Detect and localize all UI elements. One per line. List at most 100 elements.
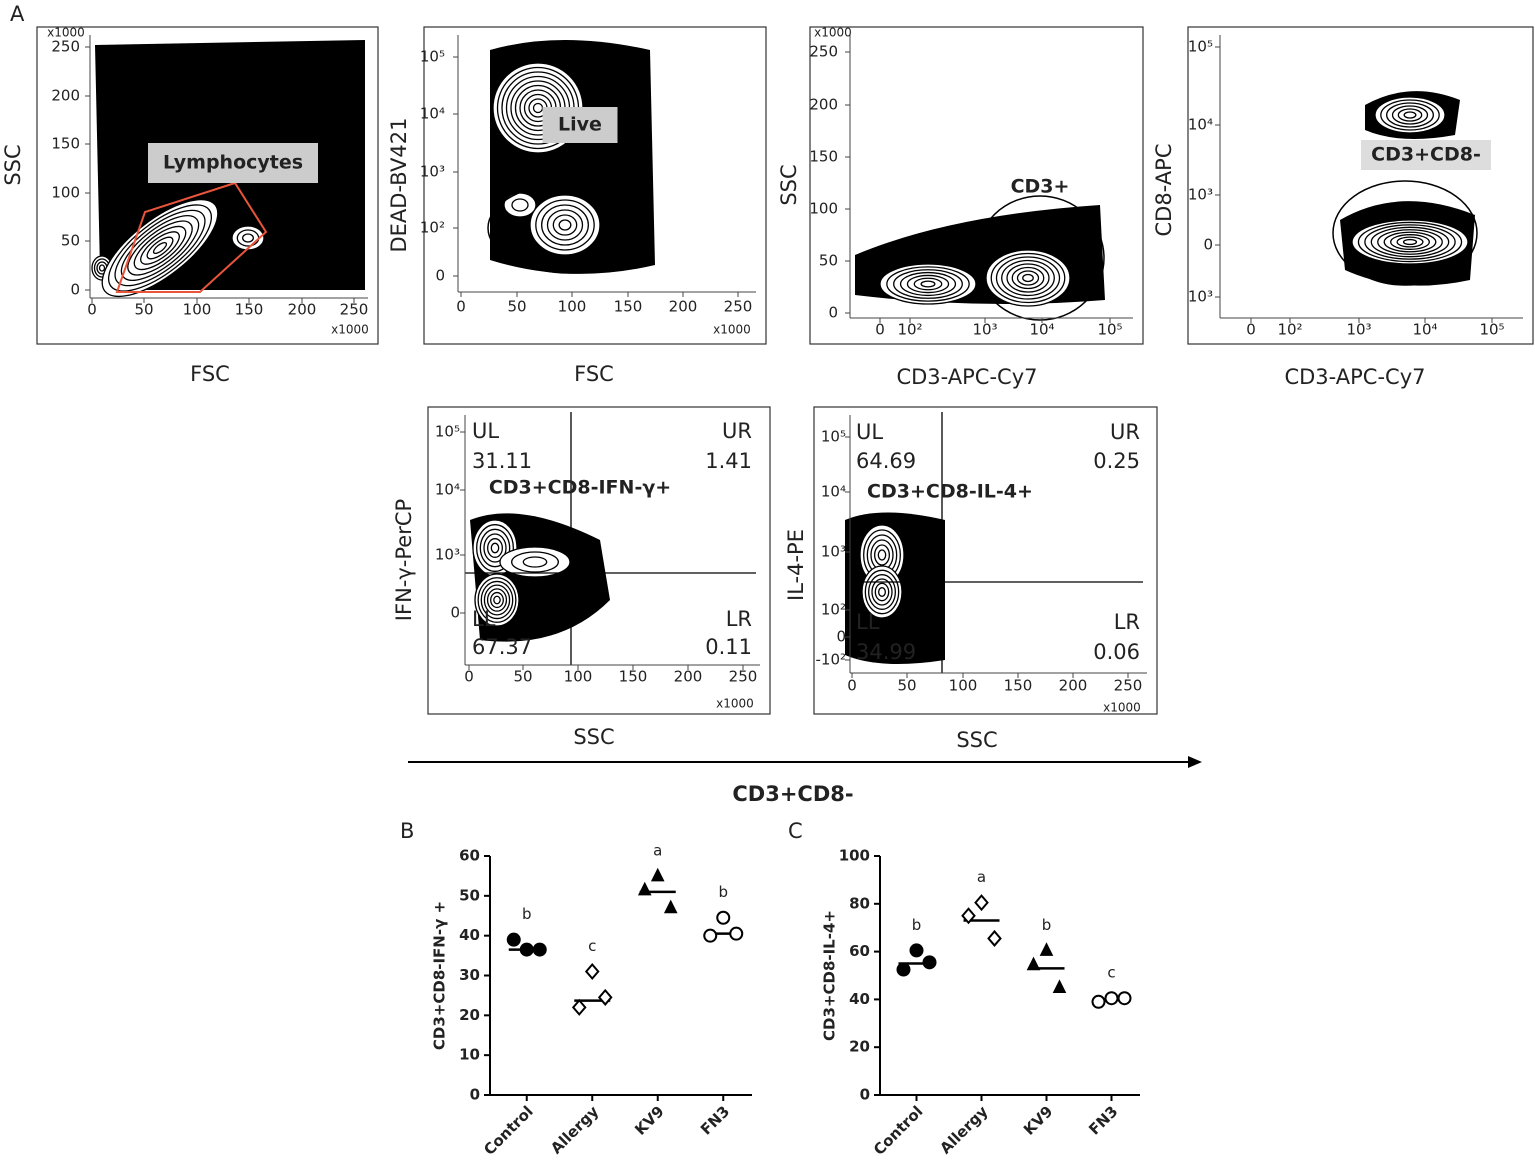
x-tick-label: 200	[674, 668, 703, 686]
y-tick-label: 0	[1203, 236, 1213, 254]
x-tick-label: Control	[480, 1102, 537, 1159]
x-tick-label: 10⁴	[1029, 321, 1054, 339]
x-tick-label: 10²	[897, 321, 922, 339]
contour	[1403, 111, 1417, 119]
significance-letter: c	[588, 937, 596, 955]
dot	[703, 928, 718, 943]
contour	[1374, 96, 1446, 134]
x-axis-label: CD3-APC-Cy7	[1284, 365, 1425, 389]
quadrant-name: UR	[722, 419, 752, 443]
contour	[1396, 236, 1424, 248]
y-tick-label: 10⁴	[420, 105, 445, 123]
contour	[146, 236, 174, 260]
contour	[529, 194, 601, 256]
y-tick-label: 10⁴	[435, 481, 460, 499]
y-axis-label: CD3+CD8-IFN-γ +	[431, 901, 449, 1050]
contour	[990, 252, 1066, 304]
y-tick-label: 100	[51, 184, 80, 202]
x-tick-label: 200	[288, 301, 317, 319]
y-axis-label: IL-4-PE	[784, 529, 808, 601]
y-tick-label: 60	[849, 942, 870, 960]
y-tick-label: 50	[61, 232, 80, 250]
contour	[493, 595, 501, 605]
y-tick-label: 10⁵	[435, 423, 460, 441]
x-tick-label: 10³	[972, 321, 997, 339]
y-axis-label: CD8-APC	[1152, 143, 1176, 236]
y-tick-label: 10²	[821, 601, 846, 619]
dot	[961, 907, 976, 925]
dot	[532, 942, 547, 957]
y-tick-label: 10³	[821, 543, 846, 561]
quadrant-percent: 0.25	[1093, 449, 1140, 473]
contour	[906, 274, 950, 294]
contour	[995, 256, 1061, 300]
y-tick-label: 0	[828, 304, 838, 322]
contour	[1006, 263, 1050, 293]
dot	[571, 998, 587, 1016]
quadrant-name: UL	[472, 419, 499, 443]
y-tick-label: 80	[849, 894, 870, 912]
x-axis-label: FSC	[574, 362, 614, 386]
dot	[637, 881, 652, 896]
contour	[98, 264, 106, 272]
dot	[1104, 991, 1119, 1006]
contour	[483, 584, 511, 616]
gate-label-bg	[1361, 140, 1491, 170]
x-tick-label: FN3	[1085, 1102, 1121, 1138]
significance-letter: a	[653, 841, 662, 859]
contour	[1364, 224, 1456, 260]
contour	[1397, 108, 1423, 122]
contour	[913, 277, 943, 291]
dot	[1052, 979, 1067, 993]
dot	[519, 942, 534, 957]
y-tick-label: 250	[809, 43, 838, 61]
contour	[487, 538, 503, 558]
x-tick-label: 50	[134, 301, 153, 319]
y-tick-label: 250	[51, 38, 80, 56]
contour	[1377, 229, 1443, 255]
y-tick-label: 200	[51, 87, 80, 105]
contour	[114, 209, 206, 287]
dot	[896, 962, 911, 977]
x-tick-label: 0	[1246, 321, 1256, 339]
gate-label: Lymphocytes	[163, 152, 303, 174]
contour	[1380, 99, 1440, 131]
y-tick-label: 20	[459, 1006, 480, 1024]
quadrant-name: LR	[1114, 610, 1140, 634]
contour	[511, 551, 559, 573]
significance-letter: b	[718, 883, 728, 901]
y-axis-label: CD3+CD8-IL-4+	[821, 910, 839, 1041]
y-tick-label: 10³	[1188, 186, 1213, 204]
significance-letter: b	[912, 916, 922, 934]
quadrant-name: UL	[856, 420, 883, 444]
y-tick-label: 10³	[1188, 288, 1213, 306]
contour	[874, 544, 890, 566]
y-tick-label: 10⁵	[1188, 38, 1213, 56]
dot	[974, 894, 989, 912]
contour	[479, 528, 511, 568]
gate	[115, 181, 268, 293]
group-label: CD3+CD8-	[732, 782, 853, 806]
x-tick-label: Allergy	[936, 1102, 991, 1157]
contour	[476, 524, 514, 572]
y-tick-label: -10²	[815, 651, 846, 669]
y-axis-label: DEAD-BV421	[387, 117, 411, 252]
contour	[140, 231, 180, 265]
plot-frame	[1187, 26, 1534, 345]
gate-label-bg	[542, 107, 618, 143]
x-tick-label: 0	[87, 301, 97, 319]
x-axis-label: SSC	[956, 728, 997, 752]
y-axis-label: SSC	[1, 144, 25, 185]
y-multiplier: x1000	[814, 26, 852, 40]
contour	[920, 280, 936, 288]
x-tick-label: 250	[340, 301, 369, 319]
x-tick-label: 250	[729, 668, 758, 686]
x-tick-label: 10⁵	[1097, 321, 1122, 339]
contour	[546, 209, 584, 241]
contour	[893, 269, 963, 299]
x-tick-label: Control	[870, 1102, 927, 1159]
y-tick-label: 0	[470, 1086, 480, 1104]
contour	[868, 574, 896, 610]
y-tick-label: 10⁵	[821, 428, 846, 446]
